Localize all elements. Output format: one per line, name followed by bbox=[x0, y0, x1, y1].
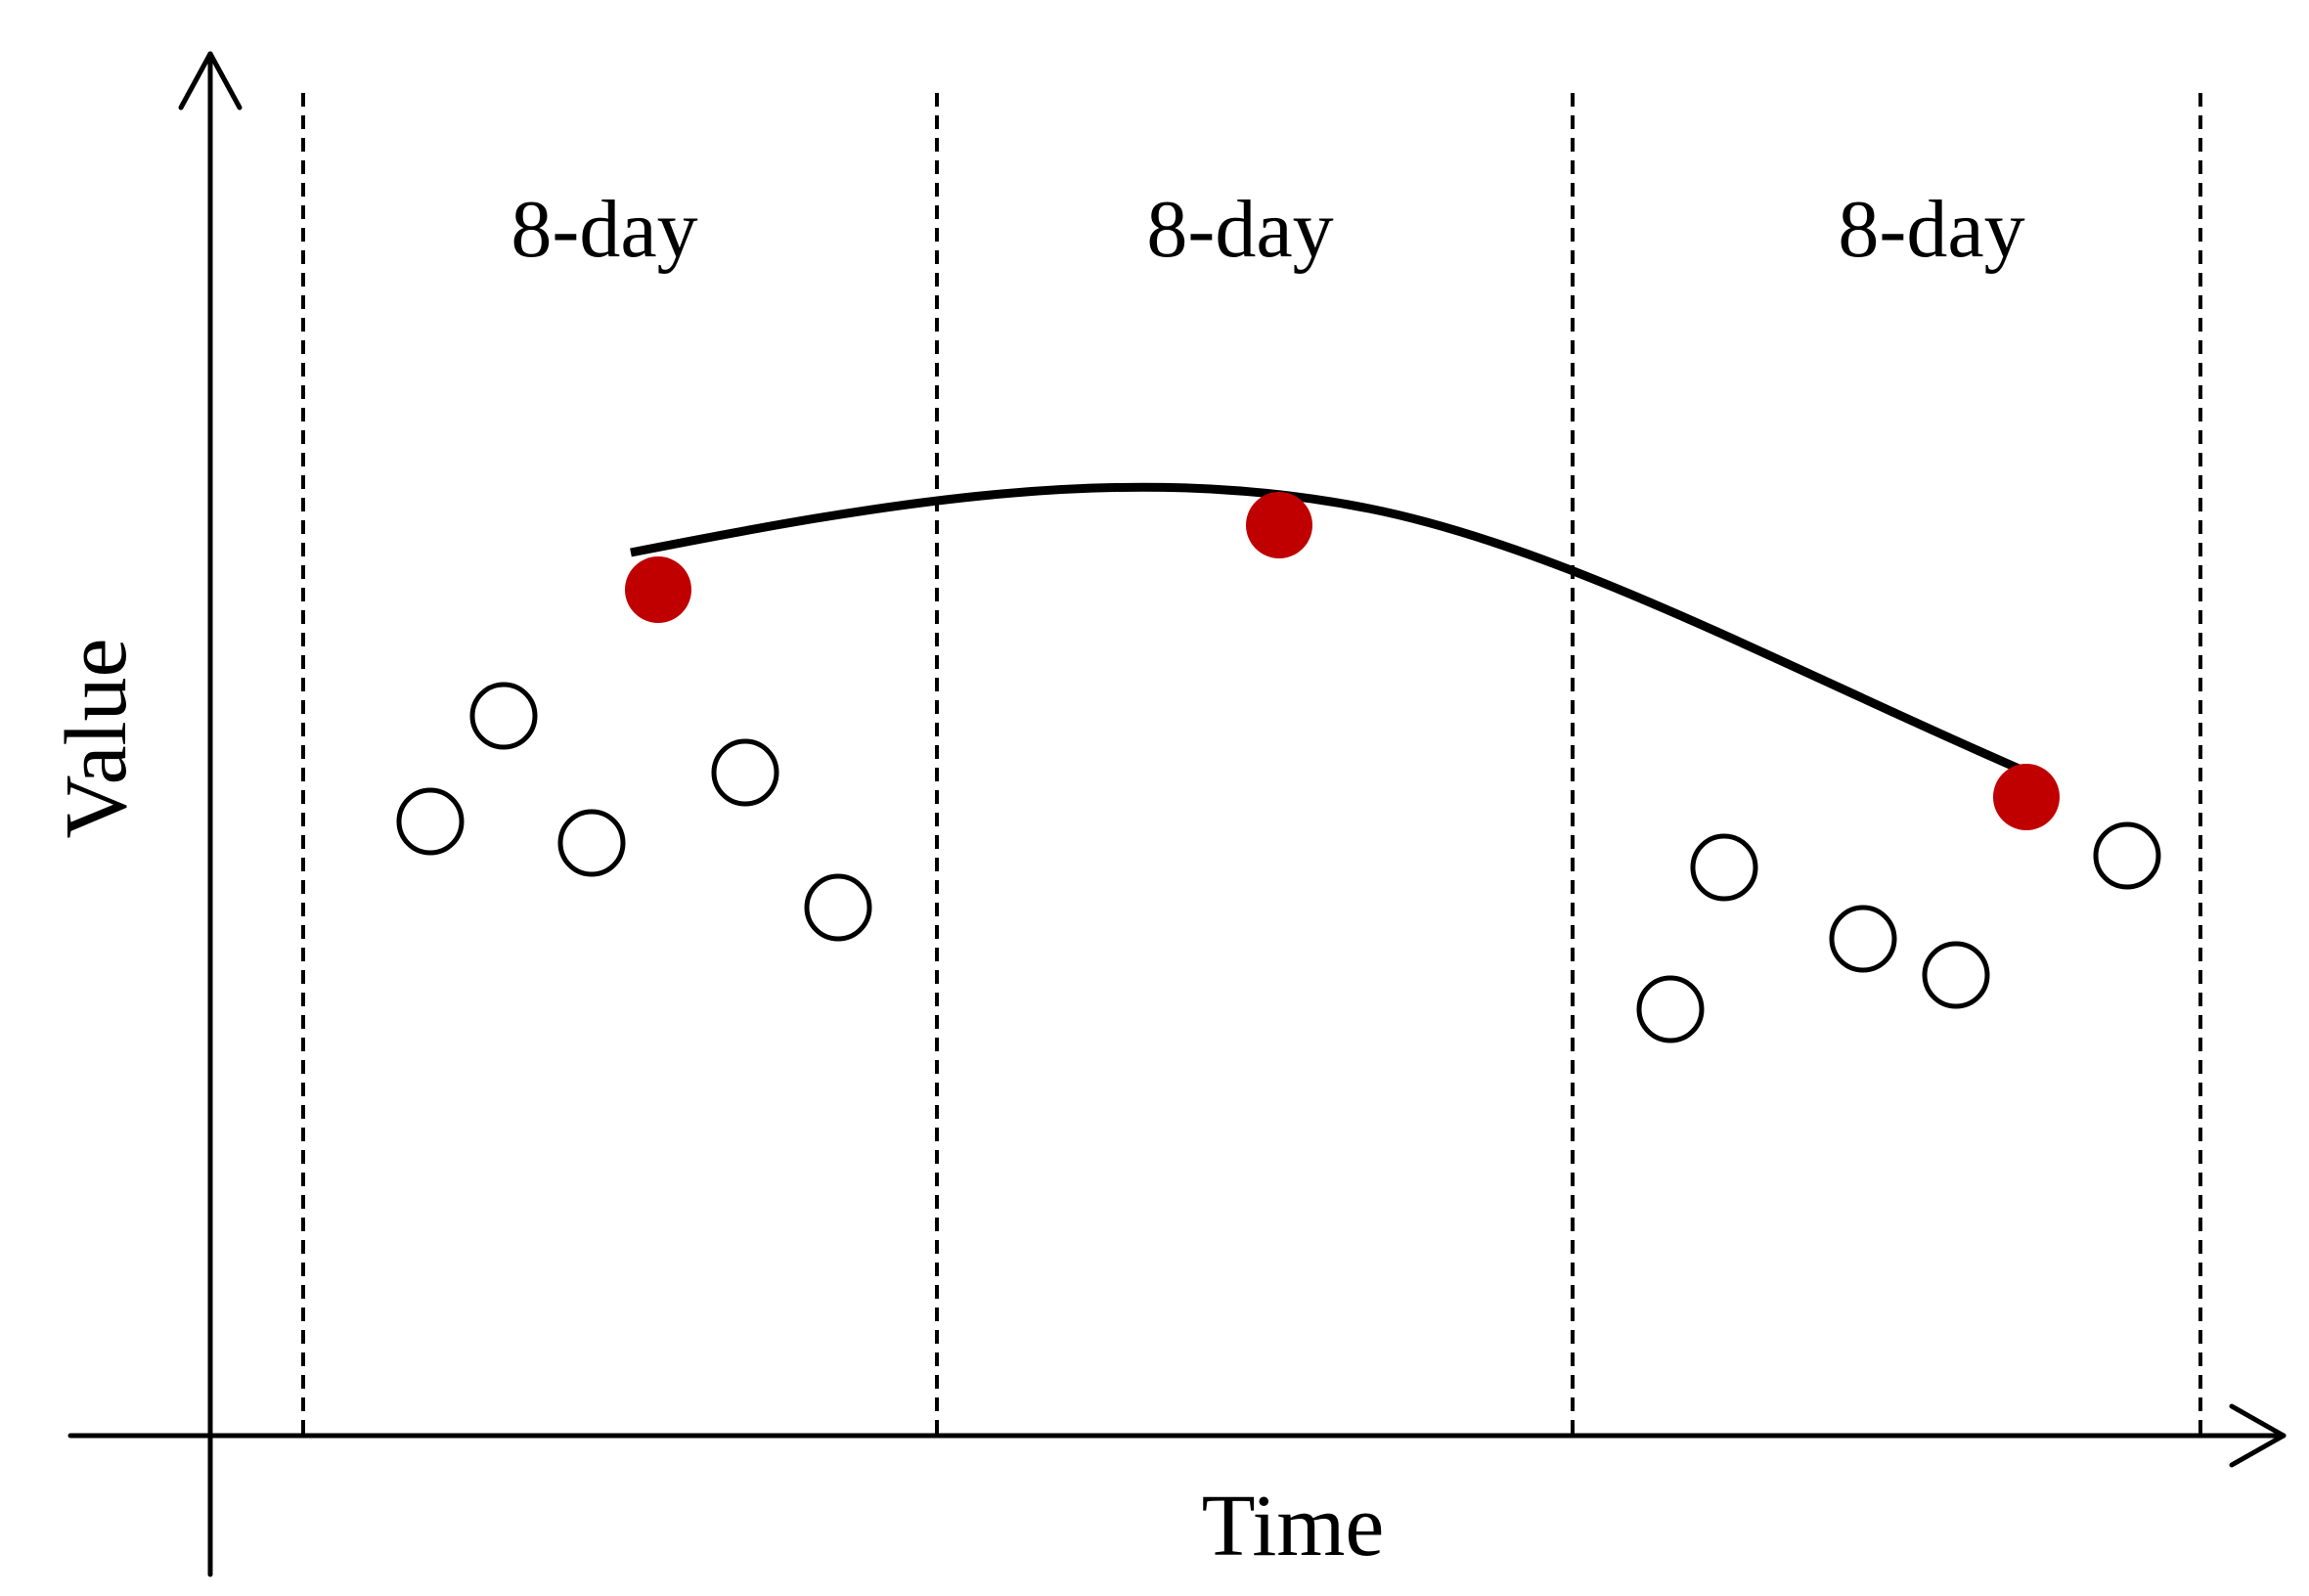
axes bbox=[67, 51, 2287, 1577]
observation-point bbox=[469, 682, 538, 750]
composite-point bbox=[1246, 492, 1312, 558]
period-label-3: 8-day bbox=[1838, 184, 2024, 275]
fitted-curve bbox=[630, 482, 2034, 779]
period-label-1: 8-day bbox=[511, 184, 697, 275]
period-dividers bbox=[301, 93, 2202, 1436]
composite-point bbox=[1993, 764, 2060, 830]
period-labels: 8-day 8-day 8-day bbox=[511, 184, 2024, 275]
observation-points bbox=[396, 682, 2161, 1043]
x-axis-label: Time bbox=[1202, 1478, 1385, 1574]
observation-point bbox=[1690, 833, 1758, 902]
period-label-2: 8-day bbox=[1146, 184, 1333, 275]
observation-point bbox=[711, 738, 779, 807]
observation-point bbox=[396, 787, 465, 856]
observation-point bbox=[804, 873, 872, 942]
composite-point bbox=[625, 556, 691, 623]
observation-point bbox=[557, 809, 626, 877]
x-axis-arrowhead bbox=[2229, 1403, 2287, 1468]
observation-point bbox=[1829, 905, 1897, 973]
observation-point bbox=[2093, 821, 2161, 890]
y-axis-arrowhead bbox=[178, 51, 243, 111]
composite-points bbox=[625, 492, 2060, 830]
observation-point bbox=[1636, 975, 1705, 1043]
observation-point bbox=[1922, 941, 1990, 1009]
y-axis-label: Value bbox=[48, 639, 145, 839]
